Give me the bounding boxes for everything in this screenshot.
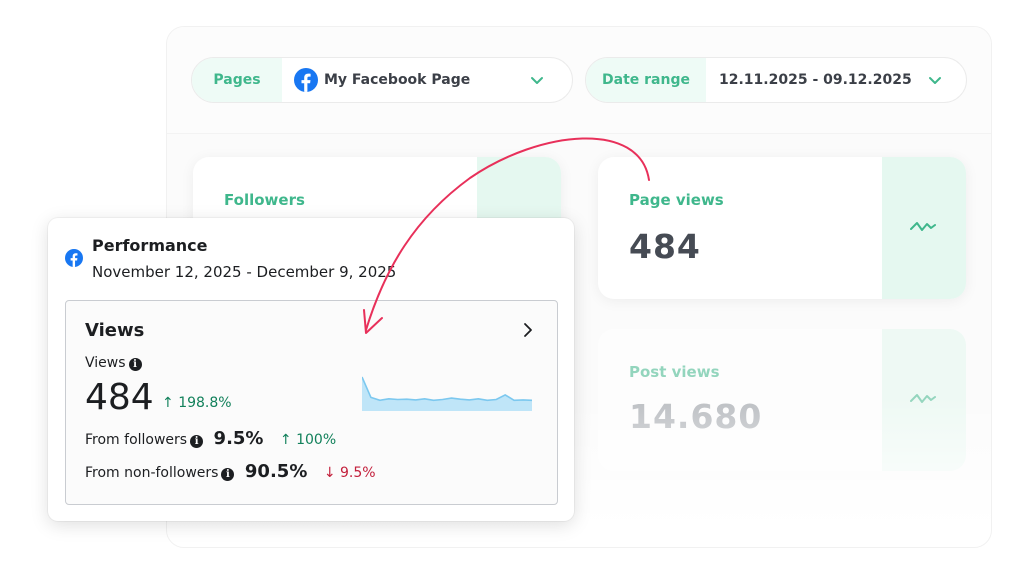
views-panel[interactable]: Views Views i 484 ↑ 198.8% From followers… (65, 300, 558, 505)
page-views-label: Page views (629, 191, 724, 209)
card-accent-strip (882, 329, 966, 471)
chevron-down-icon[interactable] (530, 73, 544, 87)
facebook-logo-icon (294, 68, 318, 92)
performance-date-range: November 12, 2025 - December 9, 2025 (92, 263, 397, 281)
performance-card: Performance November 12, 2025 - December… (48, 218, 574, 521)
pages-label: Pages (192, 58, 282, 102)
facebook-logo-icon (65, 249, 83, 267)
arrow-down-icon: ↓ (323, 465, 336, 481)
filter-bar: Pages My Facebook Page Date range 12.11.… (167, 27, 991, 134)
views-total: 484 (85, 377, 154, 418)
from-followers-label: From followers (85, 432, 188, 448)
selected-page: My Facebook Page (324, 72, 471, 88)
from-followers-row: From followers i 9.5% ↑ 100% (85, 428, 336, 449)
trend-area (362, 377, 532, 411)
post-views-value: 14.680 (629, 397, 763, 436)
from-non-followers-change-value: 9.5% (340, 465, 376, 481)
views-change-value: 198.8% (178, 395, 232, 411)
from-followers-change-value: 100% (296, 432, 337, 448)
chevron-right-icon[interactable] (523, 322, 533, 338)
sparkline-icon (910, 222, 936, 231)
info-icon[interactable]: i (221, 468, 235, 481)
pages-selector[interactable]: Pages My Facebook Page (191, 57, 573, 103)
page-views-value: 484 (629, 227, 701, 266)
performance-title: Performance (92, 236, 208, 255)
chevron-down-icon[interactable] (928, 73, 942, 87)
card-accent-strip (882, 157, 966, 299)
post-views-card[interactable]: Post views 14.680 (598, 329, 966, 471)
date-range-label: Date range (586, 58, 706, 102)
date-range-selector[interactable]: Date range 12.11.2025 - 09.12.2025 (585, 57, 967, 103)
from-followers-change: ↑ 100% (280, 432, 336, 448)
from-followers-pct: 9.5% (213, 428, 264, 449)
page-views-card[interactable]: Page views 484 (598, 157, 966, 299)
date-range-value: 12.11.2025 - 09.12.2025 (719, 72, 912, 88)
views-heading: Views (85, 320, 145, 341)
followers-label: Followers (224, 191, 305, 209)
trend-line (362, 376, 532, 402)
views-sub-label-text: Views (85, 355, 126, 371)
info-icon[interactable]: i (190, 435, 204, 448)
post-views-label: Post views (629, 363, 720, 381)
views-sub-label: Views i (85, 355, 142, 371)
from-non-followers-pct: 90.5% (244, 461, 308, 482)
info-icon[interactable]: i (128, 358, 142, 371)
arrow-up-icon: ↑ (162, 395, 174, 411)
from-non-followers-row: From non-followers i 90.5% ↓ 9.5% (85, 461, 376, 482)
from-non-followers-label: From non-followers (85, 465, 219, 481)
arrow-up-icon: ↑ (279, 432, 292, 448)
from-non-followers-change: ↓ 9.5% (324, 465, 376, 481)
sparkline-icon (910, 394, 936, 403)
views-change: ↑ 198.8% (162, 395, 232, 411)
views-trend-chart (362, 376, 532, 411)
